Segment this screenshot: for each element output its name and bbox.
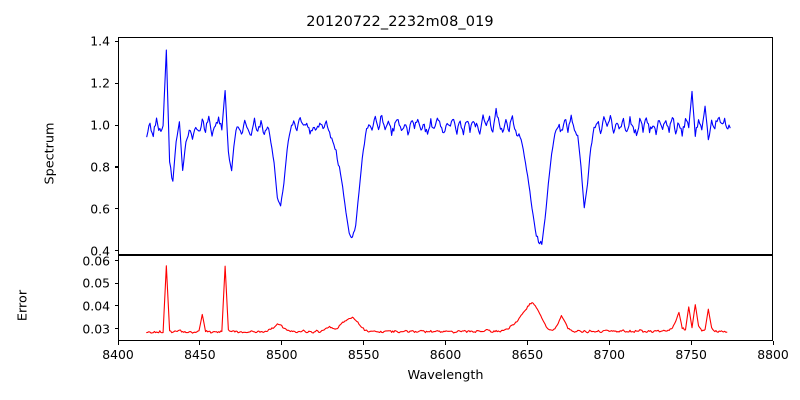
error-ytick-label: 0.05	[82, 275, 110, 291]
spectrum-data-line	[147, 50, 730, 244]
error-plot-area	[119, 256, 772, 340]
x-axis-label: Wavelength	[407, 368, 484, 383]
error-ytick-mark	[114, 328, 118, 330]
error-ytick-mark	[114, 282, 118, 284]
spectrum-y-axis-label: Spectrum	[42, 122, 58, 185]
error-panel	[118, 255, 773, 341]
xtick-label: 8450	[184, 347, 216, 362]
xtick-label: 8550	[347, 347, 380, 362]
error-ytick-mark	[114, 305, 118, 307]
spectrum-ytick-mark	[114, 40, 118, 42]
spectrum-ytick-mark	[114, 208, 118, 210]
spectrum-ytick-label: 1.0	[90, 117, 110, 133]
figure-title: 20120722_2232m08_019	[306, 14, 494, 30]
spectrum-ytick-mark	[114, 82, 118, 84]
xtick-mark	[281, 341, 283, 345]
xtick-mark	[199, 341, 201, 345]
error-ytick-mark	[114, 260, 118, 262]
xtick-mark	[772, 341, 774, 345]
xtick-label: 8700	[593, 347, 626, 362]
xtick-label: 8800	[757, 347, 789, 362]
error-y-axis-label: Error	[15, 289, 31, 322]
error-ytick-label: 0.06	[82, 253, 110, 269]
spectrum-ytick-label: 0.4	[90, 243, 110, 259]
spectrum-ytick-label: 1.2	[90, 75, 110, 91]
spectrum-ytick-label: 0.8	[90, 159, 110, 175]
xtick-mark	[363, 341, 365, 345]
xtick-label: 8600	[429, 347, 462, 362]
xtick-mark	[445, 341, 447, 345]
error-ytick-label: 0.03	[82, 321, 110, 337]
xtick-label: 8750	[675, 347, 707, 362]
spectrum-panel	[118, 37, 773, 255]
xtick-mark	[608, 341, 610, 345]
error-data-line	[147, 266, 727, 333]
error-ytick-label: 0.04	[82, 298, 110, 314]
spectrum-ytick-mark	[114, 124, 118, 126]
xtick-mark	[117, 341, 119, 345]
xtick-mark	[690, 341, 692, 345]
spectrum-ytick-mark	[114, 166, 118, 168]
spectrum-ytick-label: 0.6	[90, 201, 110, 217]
xtick-mark	[526, 341, 528, 345]
spectrum-ytick-label: 1.4	[90, 33, 110, 49]
spectrum-plot-area	[119, 38, 772, 254]
xtick-label: 8650	[511, 347, 544, 362]
spectrum-ytick-mark	[114, 250, 118, 252]
xtick-label: 8500	[265, 347, 298, 362]
xtick-label: 8400	[102, 347, 134, 362]
